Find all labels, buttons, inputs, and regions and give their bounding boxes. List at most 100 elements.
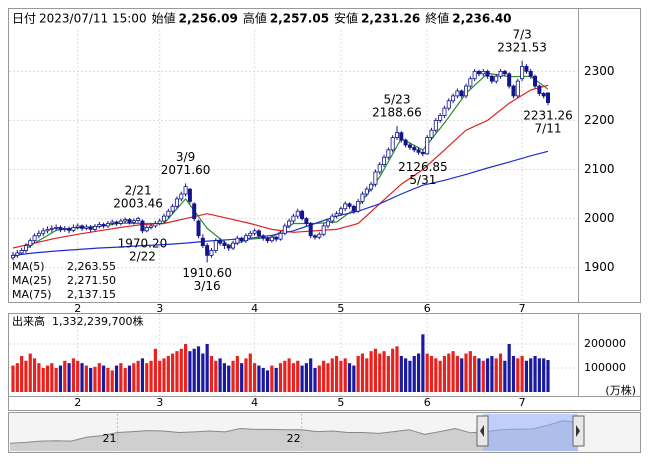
volume-bar <box>425 353 429 392</box>
volume-bar <box>438 360 442 392</box>
x-tick-label: 7 <box>519 396 526 409</box>
volume-bar <box>274 367 278 392</box>
candle-body <box>520 66 525 80</box>
volume-bar <box>330 358 334 392</box>
candle-body <box>481 70 486 75</box>
y-tick-label: 200000 <box>584 337 626 350</box>
candle-body <box>84 226 89 229</box>
volume-bar <box>270 365 274 392</box>
candle-body <box>464 85 469 97</box>
candle-body <box>10 254 15 259</box>
candle-body <box>472 70 477 80</box>
candle-body <box>269 236 274 242</box>
candle-body <box>49 227 54 230</box>
candle-body <box>541 93 546 97</box>
navigator-selection[interactable] <box>483 414 578 451</box>
legend-value: 2,263.55 <box>67 260 116 273</box>
legend-name: MA(5) <box>12 260 45 273</box>
x-tick-label: 3 <box>156 396 163 409</box>
volume-bar <box>365 358 369 392</box>
x-tick-label: 2 <box>74 302 81 315</box>
candle-body <box>343 203 348 210</box>
candle-body <box>360 193 365 202</box>
candle-body <box>356 200 361 212</box>
x-tick-label: 6 <box>424 302 431 315</box>
candle-body <box>451 95 456 102</box>
candle-body <box>166 210 171 217</box>
volume-bar <box>485 358 490 392</box>
volume-bar <box>429 355 434 392</box>
volume-bar <box>45 365 50 392</box>
volume-bar <box>218 358 222 392</box>
annotation-date: 7/11 <box>535 122 562 136</box>
header-value: 2,236.40 <box>452 12 511 26</box>
candle-body <box>114 221 119 224</box>
candle-body <box>502 70 507 75</box>
candle-body <box>28 240 33 246</box>
volume-bar <box>209 355 214 392</box>
candle-body <box>524 66 529 72</box>
candle-body <box>88 226 93 230</box>
annotation-value: 1970.20 <box>118 237 168 251</box>
volume-bar <box>386 355 390 392</box>
candle-body <box>537 85 542 94</box>
candle-body <box>235 237 240 244</box>
annotation-value: 2231.26 <box>523 109 573 123</box>
candle-body <box>291 215 296 222</box>
candle-body <box>174 198 179 207</box>
candle-body <box>118 220 123 224</box>
candle-body <box>45 228 50 232</box>
volume-bar <box>347 363 352 392</box>
volume-bar <box>253 363 257 392</box>
volume-bar <box>227 365 231 392</box>
volume-bar <box>529 358 533 392</box>
volume-bar <box>67 363 71 392</box>
volume-bar <box>214 360 218 392</box>
candle-body <box>15 252 20 256</box>
candle-body <box>476 70 481 75</box>
candle-body <box>261 235 266 239</box>
candle-body <box>209 250 214 256</box>
header-value: 2,231.26 <box>361 12 420 26</box>
volume-bar <box>460 358 464 392</box>
header-value: 2,257.05 <box>270 12 329 26</box>
candle-body <box>127 219 132 223</box>
candle-body <box>533 75 538 87</box>
volume-bar <box>50 363 54 392</box>
candle-body <box>485 70 490 77</box>
volume-bar <box>447 353 451 392</box>
annotation-value: 2321.53 <box>497 40 547 54</box>
legend-name: MA(75) <box>12 288 52 301</box>
volume-bar <box>123 367 127 392</box>
annotation-date: 3/16 <box>194 279 221 293</box>
annotation-value: 2126.85 <box>398 160 448 174</box>
volume-bar <box>188 351 192 392</box>
volume-bar <box>317 365 321 392</box>
candle-body <box>179 193 184 200</box>
volume-bar <box>76 360 80 392</box>
volume-bar <box>265 370 270 392</box>
header-label: 終値 <box>425 11 449 26</box>
candle-body <box>218 240 223 244</box>
volume-bar <box>313 367 317 392</box>
header-label: 日付 <box>12 12 36 26</box>
volume-bar <box>304 363 308 392</box>
volume-bar <box>58 365 63 392</box>
legend-value: 2,271.50 <box>67 274 116 287</box>
candle-body <box>308 223 313 237</box>
volume-unit: (万株) <box>605 383 636 397</box>
volume-bar <box>145 363 149 392</box>
handle-arrow <box>576 425 580 437</box>
candle-body <box>41 230 46 234</box>
volume-bar <box>455 355 459 392</box>
candle-body <box>248 232 253 237</box>
candle-body <box>157 220 162 224</box>
volume-bar <box>369 351 373 392</box>
candle-body <box>468 78 473 87</box>
candle-body <box>19 250 24 254</box>
candle-body <box>528 70 533 77</box>
candle-body <box>136 218 141 221</box>
volume-bar <box>511 355 516 392</box>
volume-bar <box>516 358 520 392</box>
